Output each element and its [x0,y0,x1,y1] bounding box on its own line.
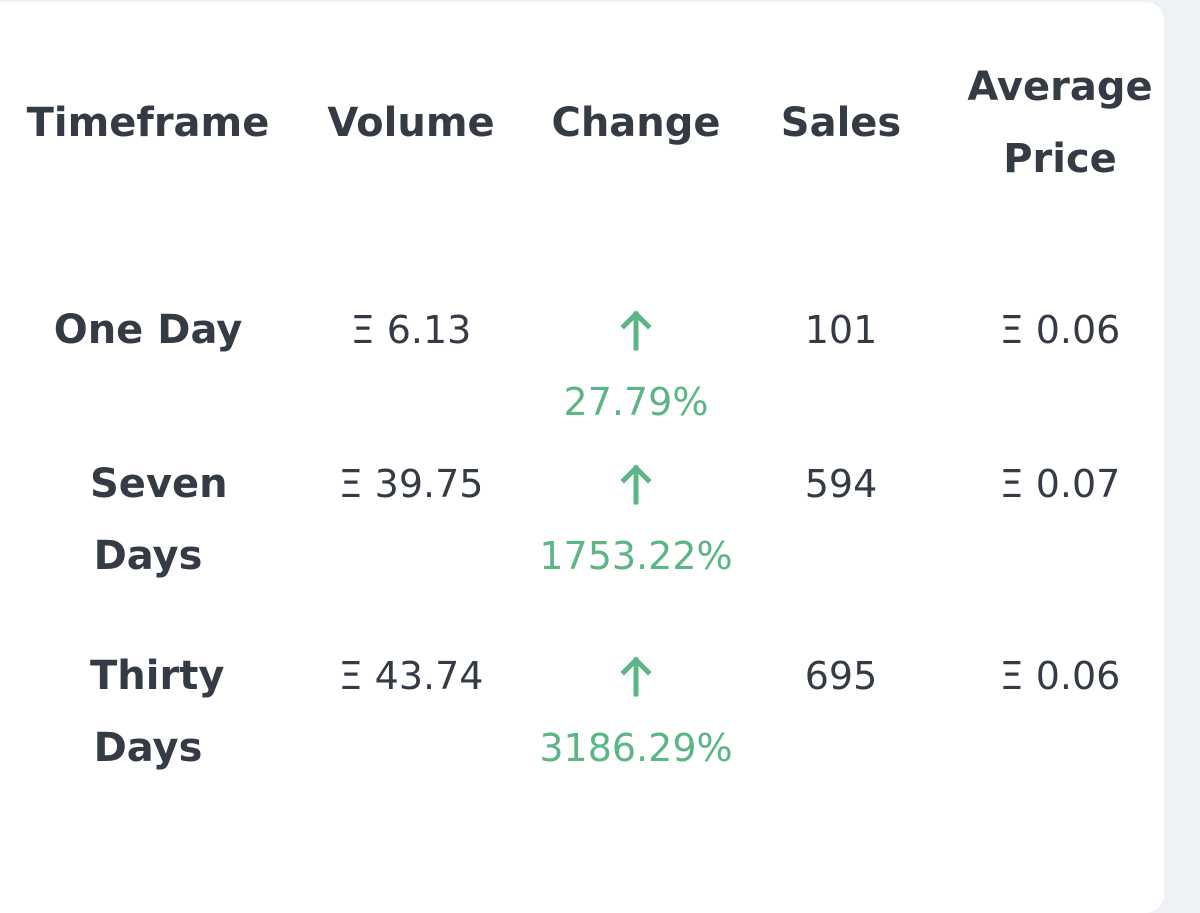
timeframe-cell: Thirty Days [90,653,225,771]
change-value: 3186.29% [539,726,733,770]
timeframe-cell: One Day [53,307,243,353]
volume-cell: Ξ 6.13 [350,308,472,352]
sales-stats-table: Timeframe Volume Change Sales Average Pr… [0,2,1164,832]
arrow-up-icon [620,464,652,505]
timeframe-cell: Seven Days [90,461,228,579]
table-header-row: Timeframe Volume Change Sales Average Pr… [0,2,1164,244]
change-cell: 27.79% [526,244,746,448]
average-price-cell: Ξ 0.07 [999,462,1121,506]
arrow-up-icon [620,310,652,351]
header-change: Change [551,100,721,146]
average-price-cell: Ξ 0.06 [999,308,1121,352]
sales-cell: 594 [804,462,878,506]
volume-cell: Ξ 43.74 [338,654,484,698]
change-value: 27.79% [563,380,709,424]
table-row: Thirty Days Ξ 43.74 3186.29% 695 Ξ 0.06 [0,640,1164,832]
stats-card: Timeframe Volume Change Sales Average Pr… [0,2,1164,913]
header-volume: Volume [327,100,495,146]
change-cell: 1753.22% [526,448,746,640]
table-row: Seven Days Ξ 39.75 1753.22% 594 Ξ 0.07 [0,448,1164,640]
header-sales: Sales [780,100,902,146]
header-average-price: Average Price [967,64,1153,182]
change-cell: 3186.29% [526,640,746,832]
header-timeframe: Timeframe [26,100,270,146]
change-value: 1753.22% [539,534,733,578]
average-price-cell: Ξ 0.06 [999,654,1121,698]
sales-cell: 101 [804,308,878,352]
table-row: One Day Ξ 6.13 27.79% 101 Ξ 0.06 [0,244,1164,448]
sales-cell: 695 [804,654,878,698]
volume-cell: Ξ 39.75 [338,462,484,506]
arrow-up-icon [620,656,652,697]
